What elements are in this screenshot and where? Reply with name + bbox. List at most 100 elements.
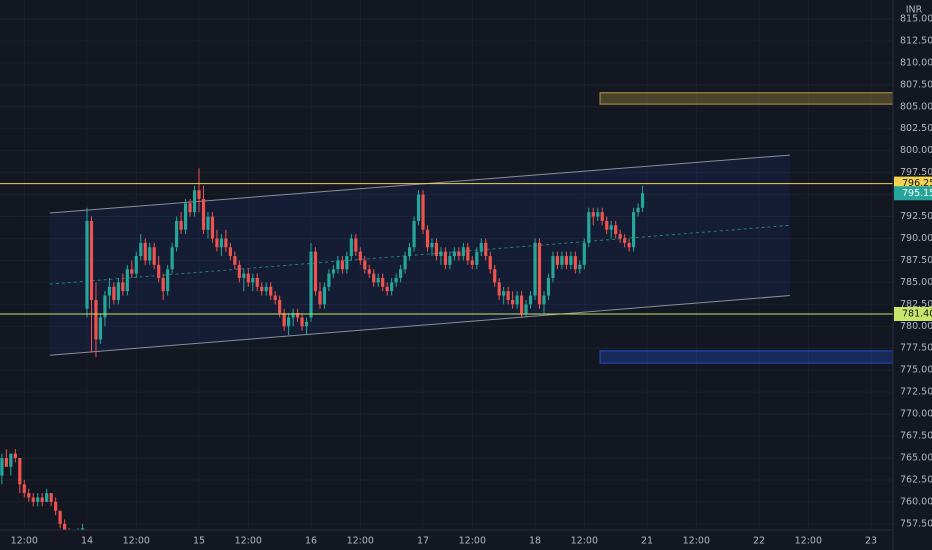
- candle-body: [9, 453, 13, 467]
- y-tick-label: 812.50: [900, 35, 932, 46]
- candle-body: [255, 277, 259, 287]
- price-label: 781.40: [902, 308, 932, 319]
- candle-body: [627, 242, 631, 248]
- x-tick-label: 15: [193, 536, 205, 547]
- y-tick-label: 760.00: [900, 496, 932, 507]
- candle-body: [13, 453, 17, 458]
- last-price-label: 795.15: [902, 188, 932, 199]
- axes: 757.50 760.00 762.50 765.00 767.50 770.00 772.…: [11, 13, 932, 547]
- candle-body: [493, 269, 497, 283]
- candle-body: [367, 269, 371, 274]
- candle-body: [519, 295, 524, 314]
- candle-body: [484, 242, 488, 257]
- candle-body: [246, 273, 250, 283]
- x-tick-label: 21: [641, 536, 653, 547]
- candle-body: [300, 317, 304, 327]
- candle-body: [80, 528, 85, 530]
- y-tick-label: 802.50: [900, 123, 932, 134]
- candle-body: [201, 198, 206, 230]
- candle-body: [354, 238, 358, 252]
- candle-body: [618, 234, 622, 239]
- y-tick-label: 765.00: [900, 452, 932, 463]
- y-tick-label: 767.50: [900, 431, 932, 442]
- x-tick-label: 12:00: [123, 536, 150, 547]
- candle-body: [421, 194, 425, 230]
- candle-body: [475, 251, 479, 265]
- candle-body: [143, 242, 147, 261]
- candle-body: [4, 457, 8, 467]
- y-tick-label: 792.50: [900, 211, 932, 222]
- candle-body: [219, 238, 224, 248]
- y-tick-label: 772.50: [900, 387, 932, 398]
- candle-body: [313, 251, 318, 292]
- candle-body: [197, 190, 201, 199]
- x-tick-label: 12:00: [571, 536, 598, 547]
- candle-body: [623, 238, 627, 243]
- y-tick-label: 780.00: [900, 321, 932, 332]
- candle-body: [533, 242, 537, 296]
- candle-body: [54, 501, 58, 511]
- candle-body: [63, 523, 67, 530]
- candle-body: [457, 251, 461, 257]
- y-tick-label: 797.50: [900, 167, 932, 178]
- candle-body: [560, 256, 564, 265]
- candle-body: [237, 264, 241, 278]
- candle-body: [40, 497, 44, 502]
- candle-body: [403, 256, 407, 270]
- y-tick-label: 777.50: [900, 343, 932, 354]
- candle-body: [358, 251, 362, 261]
- x-tick-label: 14: [81, 536, 93, 547]
- candle-body: [385, 286, 389, 292]
- candle-body: [112, 286, 116, 300]
- candle-body: [166, 269, 170, 292]
- candle-body: [488, 256, 492, 270]
- x-tick-label: 12:00: [459, 536, 486, 547]
- candle-body: [345, 256, 349, 270]
- candle-body: [157, 264, 161, 278]
- y-tick-label: 805.00: [900, 101, 932, 112]
- candle-body: [139, 242, 143, 257]
- last-price-box: [894, 186, 932, 201]
- candle-body: [461, 247, 465, 257]
- candle-body: [546, 277, 551, 296]
- candle-body: [614, 225, 618, 235]
- candle-body: [27, 493, 31, 498]
- candle-body: [506, 291, 510, 300]
- candle-body: [636, 207, 640, 213]
- candle-body: [349, 238, 353, 257]
- x-tick-label: 12:00: [347, 536, 374, 547]
- candle-body: [18, 457, 22, 485]
- y-tick-label: 800.00: [900, 145, 932, 156]
- candle-body: [242, 273, 246, 278]
- candle-body: [551, 256, 555, 278]
- channel-lower: [49, 295, 790, 356]
- candle-body: [45, 493, 49, 502]
- y-tick-label: 810.00: [900, 57, 932, 68]
- candle-body: [452, 251, 456, 257]
- candle-body: [121, 282, 125, 292]
- candle-body: [31, 497, 35, 502]
- candle-body: [502, 291, 506, 296]
- candle-body: [640, 193, 645, 208]
- candle-body: [434, 242, 439, 257]
- candle-body: [309, 251, 313, 318]
- candle-body: [569, 256, 573, 265]
- candle-body: [183, 203, 188, 230]
- y-tick-label: 790.00: [900, 233, 932, 244]
- candle-body: [470, 260, 474, 265]
- candle-body: [170, 247, 174, 270]
- candle-body: [372, 273, 376, 283]
- candle-body: [609, 225, 613, 230]
- price-label-box: [894, 306, 932, 321]
- candle-body: [36, 497, 40, 502]
- y-tick-label: 785.00: [900, 277, 932, 288]
- y-tick-label: 762.50: [900, 474, 932, 485]
- candle-body: [407, 247, 412, 257]
- candle-body: [152, 247, 156, 265]
- y-tick-label: 757.50: [900, 518, 932, 529]
- y-tick-label: 770.00: [900, 409, 932, 420]
- candle-body: [537, 242, 542, 305]
- candle-body: [107, 286, 112, 296]
- candle-body: [511, 299, 515, 305]
